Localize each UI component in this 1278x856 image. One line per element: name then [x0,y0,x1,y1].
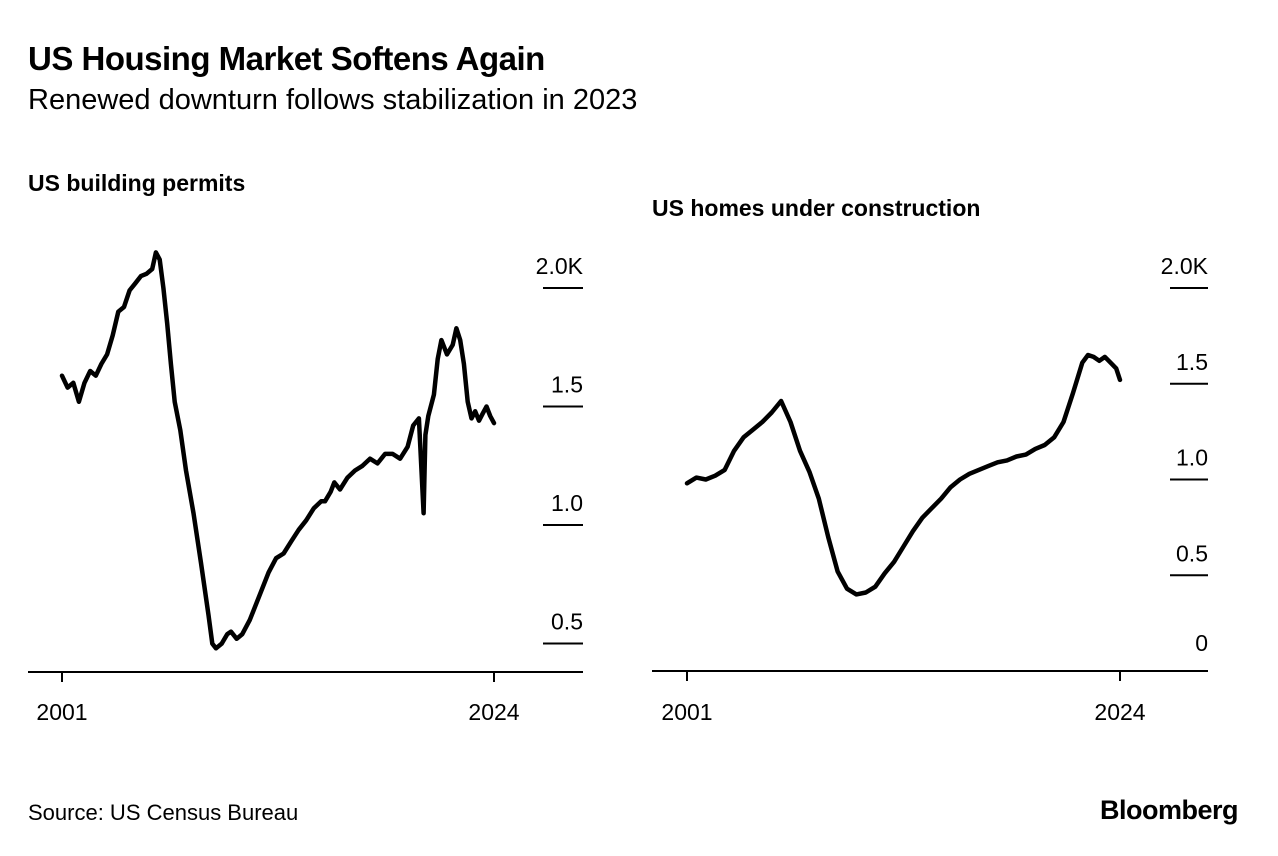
bloomberg-logo: Bloomberg [1099,795,1239,825]
permits-y-tick-label: 0.5 [551,609,583,635]
construction-y-tick-label: 0.5 [1176,540,1208,566]
permits-panel-title: US building permits [28,170,245,196]
permits-y-ticks: 2.0K 1.5 1.0 0.5 [536,253,584,645]
construction-x-tick-label: 2024 [1094,699,1145,725]
permits-y-tick-label: 1.5 [551,372,583,398]
construction-y-tick-label: 0 [1195,630,1208,656]
construction-series-line [684,352,1123,597]
construction-y-tick-label: 1.5 [1176,349,1208,375]
chart-subtitle: Renewed downturn follows stabilization i… [28,84,638,116]
construction-x-ticks: 2001 2024 [661,671,1146,725]
construction-y-tick-label: 1.0 [1176,445,1208,471]
permits-x-ticks: 2001 2024 [36,672,520,725]
construction-x-tick-label: 2001 [661,699,712,725]
permits-y-tick-label: 1.0 [551,490,583,516]
permits-x-tick-label: 2001 [36,699,87,725]
chart-title: US Housing Market Softens Again [28,40,545,77]
construction-y-tick-label: 2.0K [1161,253,1209,279]
permits-series-line [59,250,497,651]
construction-panel: US homes under construction 2.0K 1.5 1.0 0.… [652,195,1209,725]
source-note: Source: US Census Bureau [28,800,299,825]
permits-y-tick-label: 2.0K [536,253,584,279]
construction-y-ticks: 2.0K 1.5 1.0 0.5 0 [1161,253,1209,656]
permits-x-tick-label: 2024 [468,699,519,725]
construction-panel-title: US homes under construction [652,195,980,221]
permits-panel: US building permits 2.0K1.51.00.5 2001 20… [28,170,584,725]
